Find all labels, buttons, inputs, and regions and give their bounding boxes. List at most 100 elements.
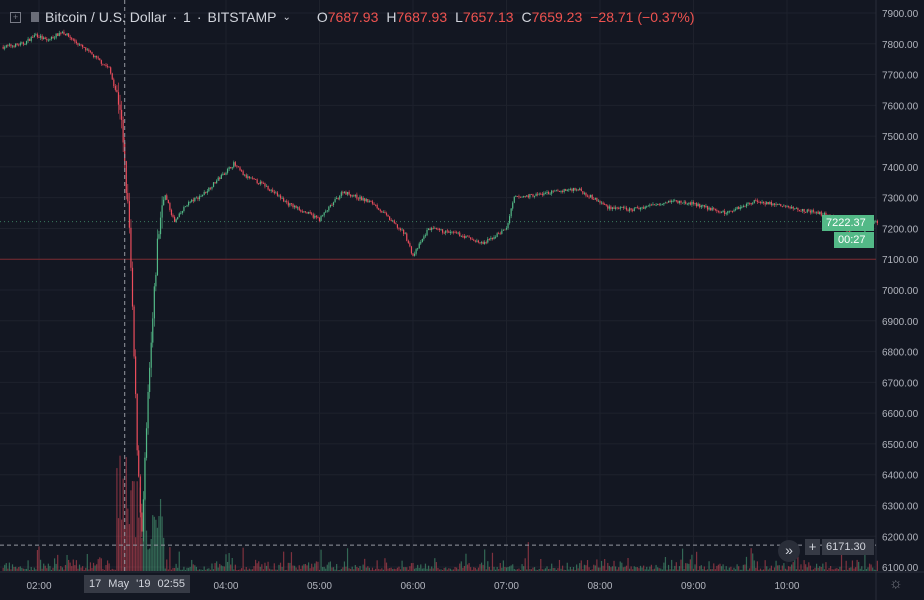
volume-bar	[270, 569, 272, 571]
volume-bar	[320, 549, 322, 571]
volume-bar	[212, 569, 215, 571]
volume-bar	[441, 569, 444, 571]
candle-body	[189, 201, 191, 203]
candle-body	[502, 229, 504, 231]
volume-bar	[470, 567, 472, 571]
candle-body	[541, 193, 543, 195]
volume-bar	[342, 567, 344, 571]
candle-body	[52, 36, 54, 39]
candle-body	[357, 198, 360, 200]
volume-bar	[315, 561, 317, 571]
volume-bar	[345, 566, 347, 571]
candle-body	[540, 193, 542, 195]
exchange[interactable]: BITSTAMP	[207, 9, 277, 25]
candle-body	[434, 227, 436, 229]
volume-bar	[231, 557, 233, 571]
volume-bar	[167, 569, 169, 571]
volume-bar	[658, 568, 660, 571]
candle-body	[778, 204, 780, 205]
volume-bar	[364, 558, 366, 571]
volume-bar	[128, 524, 130, 571]
volume-bar	[710, 569, 712, 571]
volume-bar	[667, 564, 670, 571]
candle-body	[773, 203, 776, 205]
volume-bar	[451, 569, 453, 571]
volume-bar	[675, 562, 677, 571]
ohlc-values: O7687.93 H7687.93 L7657.13 C7659.23 −28.…	[317, 9, 695, 25]
symbol-name[interactable]: Bitcoin / U.S. Dollar	[45, 9, 167, 25]
volume-bar	[390, 567, 392, 571]
volume-bar	[719, 563, 721, 571]
candle-body	[803, 208, 805, 212]
candle-body	[251, 177, 254, 179]
candle-body	[825, 212, 827, 216]
candle-body	[604, 204, 606, 205]
candle-body	[289, 203, 291, 206]
candle-body	[15, 43, 17, 47]
candle-body	[580, 188, 582, 192]
add-symbol-icon[interactable]: +	[10, 11, 21, 23]
scroll-to-realtime-icon[interactable]: »	[778, 540, 800, 562]
volume-bar	[350, 568, 352, 571]
volume-bar	[691, 554, 693, 571]
volume-bar	[727, 569, 729, 571]
volume-bar	[739, 569, 741, 571]
candle-body	[510, 208, 512, 217]
candle-body	[278, 195, 280, 197]
volume-bar	[77, 568, 79, 571]
volume-bar	[234, 564, 236, 571]
volume-bar	[29, 569, 31, 571]
open-value: O7687.93	[316, 9, 379, 25]
candle-body	[180, 212, 182, 214]
candle-body	[275, 192, 277, 194]
candle-body	[641, 207, 643, 209]
volume-bar	[563, 569, 565, 571]
volume-bar	[858, 561, 860, 571]
volume-bar	[156, 527, 159, 571]
candle-body	[86, 49, 88, 51]
candle-body	[362, 198, 364, 201]
volume-bar	[230, 564, 232, 571]
volume-bar	[775, 560, 777, 571]
volume-bar	[264, 562, 266, 571]
add-alert-icon[interactable]: +	[805, 539, 820, 555]
candle-body	[166, 195, 168, 200]
candle-body	[413, 253, 416, 256]
interval[interactable]: 1	[183, 9, 191, 25]
candle-body	[819, 211, 821, 214]
flag-icon[interactable]	[31, 12, 39, 22]
settings-icon[interactable]: ☼	[889, 575, 903, 592]
volume-bar	[689, 559, 691, 571]
candle-body	[588, 196, 590, 198]
volume-bar	[276, 569, 279, 571]
volume-bar	[432, 568, 434, 571]
candle-body	[745, 203, 748, 207]
volume-bar	[823, 569, 825, 571]
candle-body	[373, 203, 375, 205]
volume-bar	[281, 566, 283, 571]
y-tick-label: 7400.00	[882, 163, 919, 174]
volume-bar	[456, 567, 458, 571]
volume-bar	[844, 569, 846, 571]
volume-bar	[488, 566, 490, 571]
volume-bar	[183, 566, 185, 571]
volume-bar	[856, 559, 858, 571]
volume-bar	[36, 550, 39, 571]
candle-body	[58, 32, 60, 36]
volume-bar	[337, 569, 339, 571]
candle-body	[77, 43, 79, 45]
candle-body	[710, 207, 712, 211]
volume-bar	[46, 568, 48, 571]
candle-body	[639, 207, 642, 210]
candle-body	[292, 204, 294, 208]
y-tick-label: 6800.00	[882, 348, 919, 359]
volume-bar	[298, 565, 300, 571]
volume-bar	[38, 546, 40, 571]
last-price-tag: 7222.37	[822, 215, 874, 231]
candle-body	[262, 183, 264, 184]
volume-bar	[80, 567, 82, 571]
chevron-down-icon[interactable]: ⌄	[282, 11, 291, 23]
volume-bar	[622, 567, 624, 571]
volume-bar	[801, 569, 804, 571]
